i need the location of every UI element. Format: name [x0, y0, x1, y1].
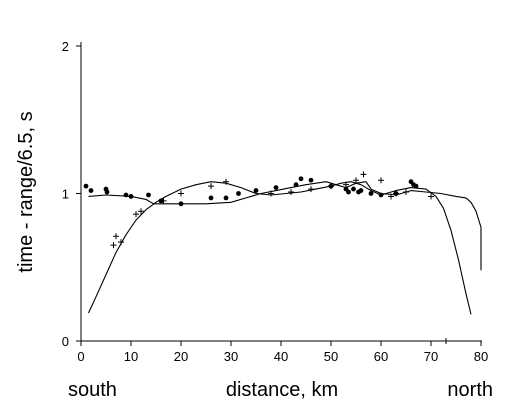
- x-tick-label-4: 40: [274, 349, 288, 364]
- y-tick-label-1: 1: [62, 187, 69, 202]
- x-end-label-right: north: [447, 379, 493, 401]
- series-0-point-10: [223, 195, 229, 201]
- series-0-point-11: [236, 191, 241, 196]
- y-tick-label-2: 2: [62, 39, 69, 54]
- series-1-point-14: [353, 177, 359, 184]
- series-0-point-0: [83, 183, 89, 189]
- x-axis-title: distance, km: [226, 379, 338, 401]
- x-tick-label-1: 10: [124, 349, 138, 364]
- series-1-point-8: [223, 178, 229, 185]
- x-tick-label-8: 80: [474, 349, 488, 364]
- series-0-point-5: [128, 194, 134, 199]
- series-points: [83, 171, 449, 344]
- x-end-label-left: south: [68, 379, 117, 401]
- x-tick-label-5: 50: [324, 349, 338, 364]
- y-axis-title: time - range/6.5, s: [15, 111, 37, 272]
- series-0-point-3: [104, 189, 110, 195]
- series-0-point-6: [146, 192, 151, 198]
- series-0-point-8: [178, 201, 184, 207]
- series-1-point-19: [403, 189, 409, 196]
- series-1-point-18: [393, 190, 399, 197]
- series-1-point-0: [110, 242, 117, 249]
- series-1-point-3: [133, 211, 139, 218]
- series-0-point-4: [123, 192, 129, 198]
- series-0-point-20: [351, 186, 356, 192]
- series-1-point-6: [178, 190, 184, 197]
- series-1-point-11: [308, 186, 314, 193]
- axes: 0 10 20 30 40 50 60 70 80 0 1 2: [62, 39, 488, 364]
- series-1-point-9: [268, 190, 274, 197]
- series-1-point-16: [378, 177, 384, 184]
- series-0-point-24: [378, 192, 384, 198]
- series-0-point-12: [253, 188, 259, 193]
- series-lines: [88, 181, 482, 315]
- series-1-point-20: [428, 193, 434, 200]
- series-0-point-23: [368, 191, 374, 196]
- series-0-point-14: [293, 182, 299, 188]
- series-1-point-4: [138, 208, 144, 215]
- series-1-point-10: [288, 189, 294, 196]
- series-0-point-13: [273, 185, 279, 191]
- series-2-line: [88, 181, 472, 315]
- x-tick-label-0: 0: [77, 349, 84, 364]
- series-1-point-17: [388, 193, 394, 200]
- y-tick-label-0: 0: [62, 334, 69, 349]
- series-1-point-13: [343, 181, 349, 188]
- series-1-point-15: [360, 171, 367, 178]
- series-0-point-9: [208, 195, 214, 201]
- series-0-point-28: [413, 183, 419, 189]
- series-1-point-1: [113, 233, 119, 240]
- series-1-point-7: [208, 183, 214, 190]
- series-0-point-15: [298, 176, 304, 182]
- x-tick-label-7: 70: [424, 349, 438, 364]
- series-1-point-12: [328, 183, 334, 190]
- series-0-point-19: [346, 189, 351, 195]
- x-tick-label-6: 60: [374, 349, 388, 364]
- series-0-point-16: [308, 177, 314, 183]
- series-1-point-5: [160, 197, 167, 204]
- labels: time - range/6.5, s distance, km south n…: [15, 111, 493, 401]
- series-1-point-2: [118, 239, 124, 246]
- x-tick-label-3: 30: [224, 349, 238, 364]
- series-1-point-21: [443, 338, 449, 344]
- x-tick-label-2: 20: [174, 349, 188, 364]
- series-0-point-1: [88, 188, 94, 193]
- series-0-point-22: [358, 188, 364, 193]
